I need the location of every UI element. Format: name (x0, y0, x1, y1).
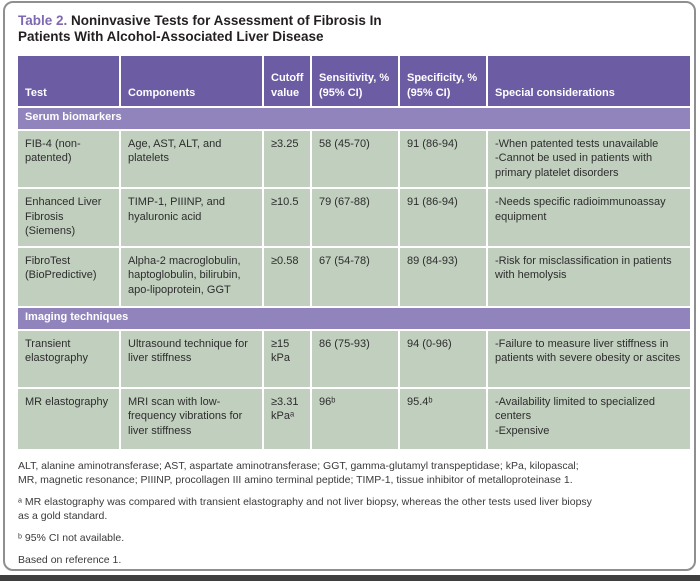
cell-sensitivity: 86 (75-93) (312, 330, 398, 387)
cell-specificity: 89 (84-93) (400, 247, 486, 306)
footnote-a: ᵃ MR elastography was compared with tran… (18, 495, 592, 523)
cell-specificity: 91 (86-94) (400, 130, 486, 188)
cell-components: Alpha-2 macroglobulin, haptoglobulin, bi… (121, 247, 262, 306)
cell-considerations: -Availability limited to specialized cen… (488, 388, 690, 449)
bottom-edge-bar (0, 575, 700, 581)
cell-considerations: -When patented tests unavailable -Cannot… (488, 130, 690, 188)
cell-specificity: 94 (0-96) (400, 330, 486, 387)
cell-cutoff: ≥3.31 kPaᵃ (264, 388, 310, 449)
cell-test: Enhanced Liver Fibrosis (Siemens) (18, 189, 119, 246)
cell-sensitivity: 58 (45-70) (312, 130, 398, 188)
cell-components: TIMP-1, PIIINP, and hyaluronic acid (121, 189, 262, 246)
table-row-elf: Enhanced Liver Fibrosis (Siemens) TIMP-1… (18, 189, 690, 246)
table-card: Table 2. Noninvasive Tests for Assessmen… (3, 1, 696, 571)
section-label: Imaging techniques (18, 307, 690, 329)
fibrosis-tests-table: Test Components Cutoff value Sensitivity… (16, 54, 692, 451)
col-header-cutoff: Cutoff value (264, 56, 310, 106)
footnotes: ALT, alanine aminotransferase; AST, aspa… (18, 459, 682, 568)
table-row-mr-elastography: MR elastography MRI scan with low-freque… (18, 388, 690, 449)
col-header-considerations: Special considerations (488, 56, 690, 106)
cell-cutoff: ≥15 kPa (264, 330, 310, 387)
cell-cutoff: ≥10.5 (264, 189, 310, 246)
table-title: Table 2. Noninvasive Tests for Assessmen… (18, 13, 418, 45)
cell-specificity: 91 (86-94) (400, 189, 486, 246)
cell-sensitivity: 79 (67-88) (312, 189, 398, 246)
cell-considerations: -Risk for misclassification in patients … (488, 247, 690, 306)
table-row-fibrotest: FibroTest (BioPredictive) Alpha-2 macrog… (18, 247, 690, 306)
cell-cutoff: ≥0.58 (264, 247, 310, 306)
table-row-fib4: FIB-4 (non-patented) Age, AST, ALT, and … (18, 130, 690, 188)
header-row: Test Components Cutoff value Sensitivity… (18, 56, 690, 106)
footnote-b: ᵇ 95% CI not available. (18, 532, 125, 545)
cell-test: FibroTest (BioPredictive) (18, 247, 119, 306)
cell-components: Ultrasound technique for liver stiffness (121, 330, 262, 387)
footnote-source: Based on reference 1. (18, 554, 122, 567)
cell-test: MR elastography (18, 388, 119, 449)
section-row-serum-biomarkers: Serum biomarkers (18, 108, 690, 129)
col-header-specificity: Specificity, % (95% CI) (400, 56, 486, 106)
table-title-text: Noninvasive Tests for Assessment of Fibr… (18, 13, 382, 44)
section-label: Serum biomarkers (18, 108, 690, 129)
cell-components: Age, AST, ALT, and platelets (121, 130, 262, 188)
cell-test: Transient elastography (18, 330, 119, 387)
cell-considerations: -Needs specific radioimmunoassay equipme… (488, 189, 690, 246)
cell-considerations: -Failure to measure liver stiffness in p… (488, 330, 690, 387)
col-header-sensitivity: Sensitivity, % (95% CI) (312, 56, 398, 106)
table-row-transient-elastography: Transient elastography Ultrasound techni… (18, 330, 690, 387)
col-header-test: Test (18, 56, 119, 106)
col-header-components: Components (121, 56, 262, 106)
cell-sensitivity: 67 (54-78) (312, 247, 398, 306)
cell-specificity: 95.4ᵇ (400, 388, 486, 449)
table-number-label: Table 2. (18, 13, 68, 28)
cell-cutoff: ≥3.25 (264, 130, 310, 188)
footnote-abbreviations: ALT, alanine aminotransferase; AST, aspa… (18, 459, 579, 486)
cell-sensitivity: 96ᵇ (312, 388, 398, 449)
cell-components: MRI scan with low-frequency vibrations f… (121, 388, 262, 449)
section-row-imaging-techniques: Imaging techniques (18, 307, 690, 329)
cell-test: FIB-4 (non-patented) (18, 130, 119, 188)
